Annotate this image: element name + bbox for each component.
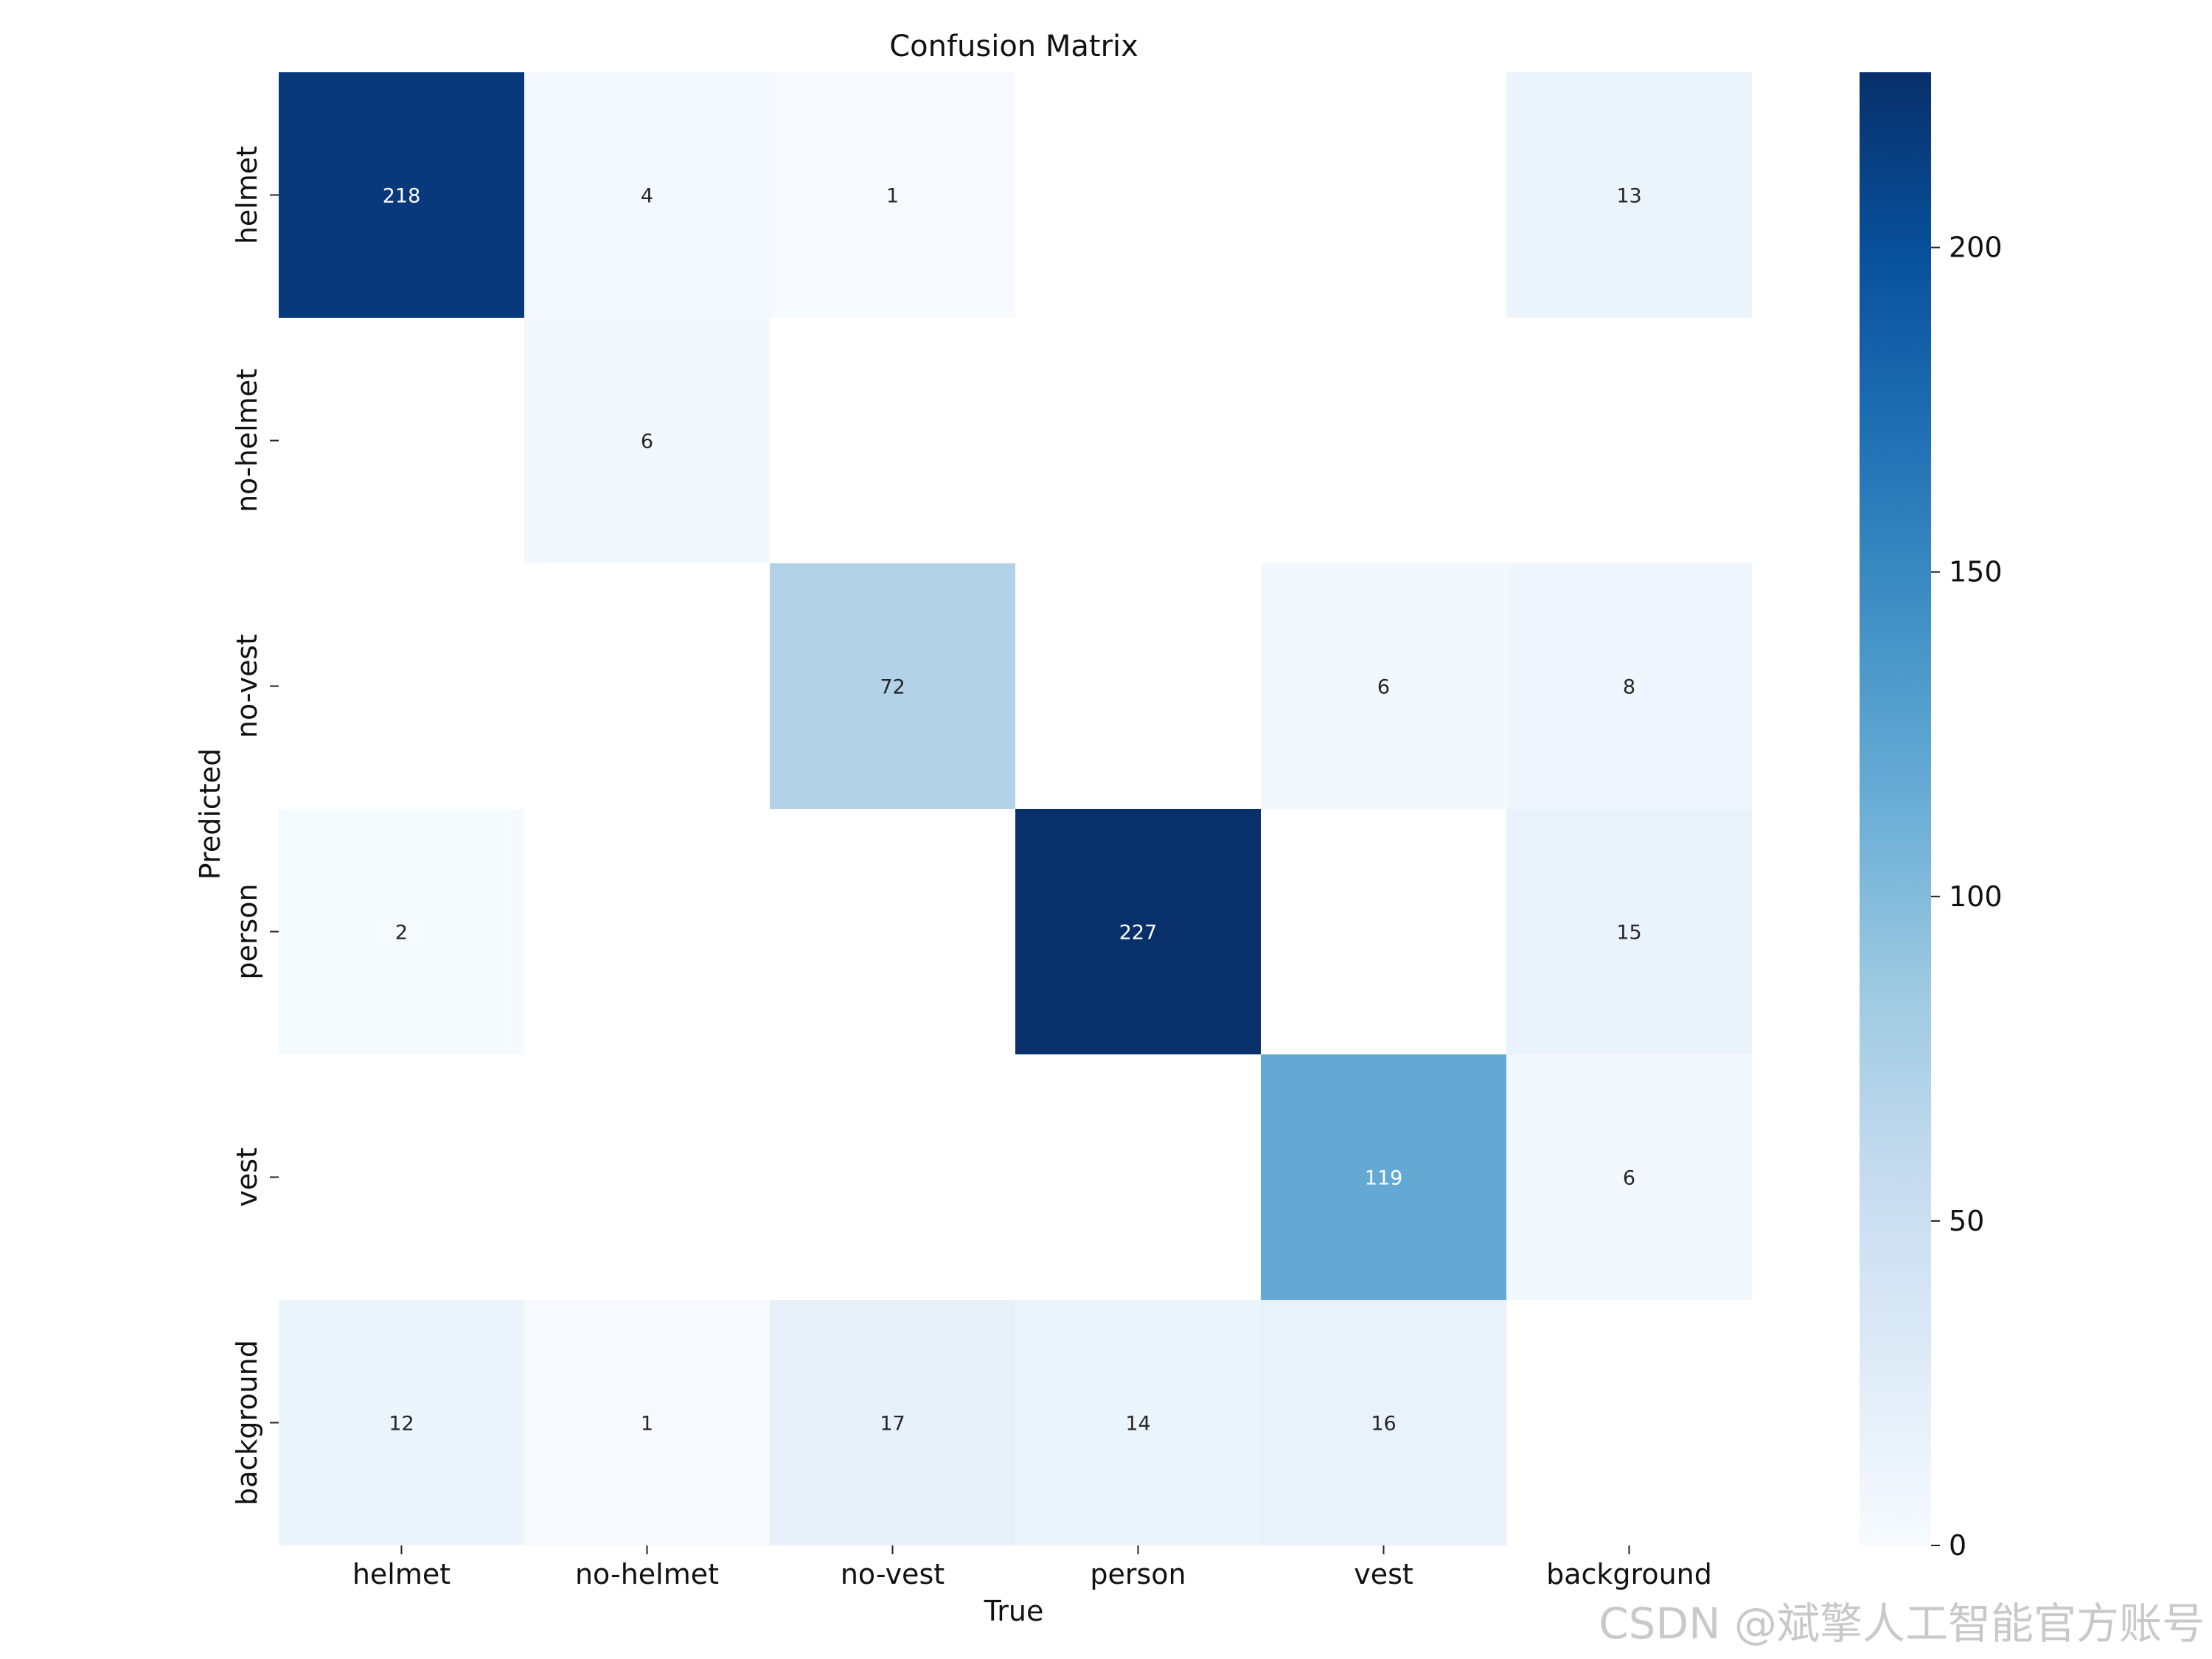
- heatmap-cell: [770, 72, 1015, 318]
- x-axis-label: True: [984, 1595, 1044, 1627]
- cell-value-label: 4: [641, 185, 653, 208]
- cell-value-label: 2: [395, 922, 408, 945]
- cell-value-label: 218: [383, 185, 421, 208]
- cell-value-label: 13: [1616, 185, 1641, 208]
- y-tick-label: person: [231, 883, 263, 979]
- x-tick-label: helmet: [352, 1558, 451, 1590]
- cell-value-label: 227: [1119, 922, 1158, 945]
- watermark-text: CSDN @斌擎人工智能官方账号: [1599, 1599, 2205, 1649]
- y-axis-label: Predicted: [194, 748, 226, 880]
- heatmap-cell: [1506, 563, 1752, 809]
- cell-value-label: 119: [1365, 1167, 1403, 1190]
- x-tick-label: no-vest: [841, 1558, 945, 1590]
- colorbar-tick-label: 200: [1949, 232, 2003, 264]
- heatmap-cell: [1261, 563, 1506, 809]
- heatmap-cell: [279, 809, 524, 1054]
- heatmap-cell: [279, 72, 524, 318]
- heatmap-cell: [524, 1300, 770, 1545]
- y-tick-label: vest: [231, 1147, 263, 1207]
- cell-value-label: 72: [880, 676, 905, 699]
- cell-value-label: 6: [1623, 1167, 1635, 1190]
- heatmap-cell: [770, 563, 1015, 809]
- y-tick-label: helmet: [231, 146, 263, 244]
- cell-value-label: 6: [1377, 676, 1390, 699]
- heatmap-cell: [524, 318, 770, 563]
- heatmap-cell: [1261, 1054, 1506, 1300]
- heatmap-cell: [524, 72, 770, 318]
- heatmap-cell: [279, 1300, 524, 1545]
- cell-value-label: 17: [880, 1413, 905, 1436]
- heatmap-cell: [1015, 1300, 1261, 1545]
- y-tick-label: background: [231, 1340, 263, 1506]
- heatmap-cell: [1261, 1300, 1506, 1545]
- cell-value-label: 14: [1125, 1413, 1150, 1436]
- x-tick-label: background: [1546, 1558, 1712, 1590]
- heatmap-cell: [770, 1300, 1015, 1545]
- x-tick-label: no-helmet: [575, 1558, 719, 1590]
- y-axis-ticks: helmet no-helmet no-vest person vest backgrou…: [231, 146, 279, 1506]
- cell-value-label: 6: [641, 431, 653, 453]
- colorbar-tick-label: 0: [1949, 1529, 1966, 1562]
- cell-value-label: 1: [641, 1413, 653, 1436]
- colorbar-tick-label: 50: [1949, 1205, 1984, 1237]
- x-tick-label: vest: [1354, 1558, 1413, 1590]
- heatmap-cell: [1506, 1054, 1752, 1300]
- heatmap-cell: [1015, 809, 1261, 1054]
- cell-value-label: 8: [1623, 676, 1635, 699]
- x-axis-ticks: helmet no-helmet no-vest person vest backgrou…: [352, 1545, 1712, 1590]
- colorbar-tick-label: 100: [1949, 880, 2003, 913]
- heatmap-cells: [279, 72, 1752, 1545]
- cell-value-label: 15: [1616, 922, 1641, 945]
- heatmap-cell: [1506, 809, 1752, 1054]
- y-tick-label: no-helmet: [231, 369, 263, 512]
- cell-value-label: 1: [886, 185, 899, 208]
- colorbar: [1860, 72, 1931, 1545]
- x-tick-label: person: [1090, 1558, 1186, 1590]
- colorbar-tick-label: 150: [1949, 556, 2003, 588]
- heatmap-cell-labels: 218 4 1 13 6 72 6 8 2 227 15 119 6 12 1 17 14 16: [383, 185, 1642, 1436]
- cell-value-label: 12: [389, 1413, 414, 1436]
- colorbar-ticks: 0 50 100 150 200: [1931, 232, 2003, 1562]
- chart-title: Confusion Matrix: [889, 29, 1138, 63]
- cell-value-label: 16: [1371, 1413, 1396, 1436]
- heatmap-cell: [1506, 72, 1752, 318]
- y-tick-label: no-vest: [231, 634, 263, 738]
